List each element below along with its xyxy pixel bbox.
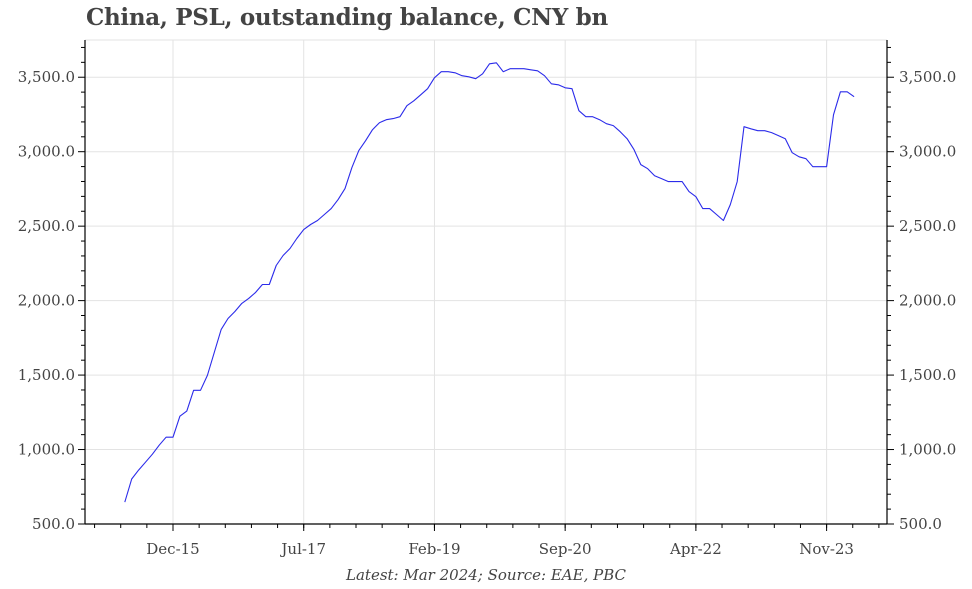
psl-balance-line [124, 62, 855, 503]
y-tick-label-right: 3,500.0 [899, 68, 956, 86]
y-tick-label-right: 500.0 [899, 515, 942, 533]
y-tick-label-left: 1,500.0 [18, 366, 75, 384]
y-tick-label-right: 2,500.0 [899, 217, 956, 235]
y-tick-label-left: 500.0 [32, 515, 75, 533]
y-tick-label-left: 2,000.0 [18, 292, 75, 310]
x-tick-label: Nov-23 [799, 540, 854, 558]
x-axis: Dec-15 Jul-17 Feb-19 Sep-20 Apr-22 Nov-23 [85, 523, 887, 558]
y-tick-label-right: 1,000.0 [899, 441, 956, 459]
chart-title: China, PSL, outstanding balance, CNY bn [86, 4, 608, 31]
x-tick-label: Jul-17 [279, 540, 326, 558]
data-series [124, 62, 855, 503]
y-tick-label-right: 2,000.0 [899, 292, 956, 310]
y-tick-label-left: 2,500.0 [18, 217, 75, 235]
source-caption: Latest: Mar 2024; Source: EAE, PBC [346, 566, 626, 584]
x-tick-label: Apr-22 [669, 540, 722, 558]
x-tick-label: Feb-19 [408, 540, 460, 558]
y-tick-label-right: 3,000.0 [899, 143, 956, 161]
y-tick-label-left: 3,000.0 [18, 143, 75, 161]
y-tick-label-left: 1,000.0 [18, 441, 75, 459]
y-axis-right: 500.0 1,000.0 1,500.0 2,000.0 2,500.0 3,000.0… [886, 40, 956, 533]
x-tick-label: Sep-20 [539, 540, 592, 558]
y-tick-label-left: 3,500.0 [18, 68, 75, 86]
gridlines [85, 40, 887, 524]
x-tick-label: Dec-15 [146, 540, 199, 558]
y-tick-label-right: 1,500.0 [899, 366, 956, 384]
y-axis-left: 500.0 1,000.0 1,500.0 2,000.0 2,500.0 3,000.0… [18, 40, 86, 533]
